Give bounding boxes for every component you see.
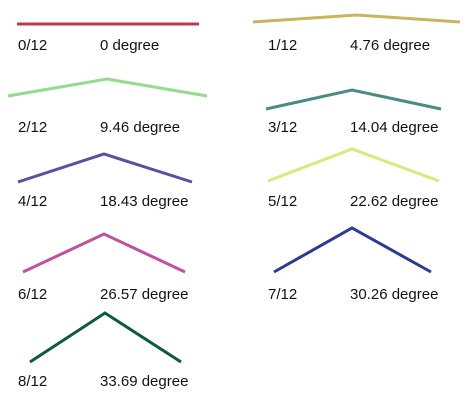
roof-line [7,77,208,98]
pitch-label: 2/12 [18,119,47,136]
angle-label: 4.76 degree [350,37,430,54]
roof-line [29,311,182,364]
pitch-label: 7/12 [268,286,297,303]
angle-label: 9.46 degree [100,119,180,136]
roof-line [22,232,186,274]
pitch-label: 5/12 [268,193,297,210]
pitch-label: 0/12 [18,37,47,54]
angle-label: 30.26 degree [350,286,438,303]
angle-label: 0 degree [100,37,159,54]
roof-line [273,226,432,274]
angle-label: 26.57 degree [100,286,188,303]
pitch-label: 6/12 [18,286,47,303]
roof-line [265,88,442,111]
pitch-label: 1/12 [268,37,297,54]
roof-line [17,152,193,184]
angle-label: 18.43 degree [100,193,188,210]
pitch-label: 8/12 [18,373,47,390]
pitch-label: 4/12 [18,193,47,210]
pitch-label: 3/12 [268,119,297,136]
angle-label: 22.62 degree [350,193,438,210]
angle-label: 33.69 degree [100,373,188,390]
roof-line [267,147,440,183]
angle-label: 14.04 degree [350,119,438,136]
roof-line [252,13,461,24]
